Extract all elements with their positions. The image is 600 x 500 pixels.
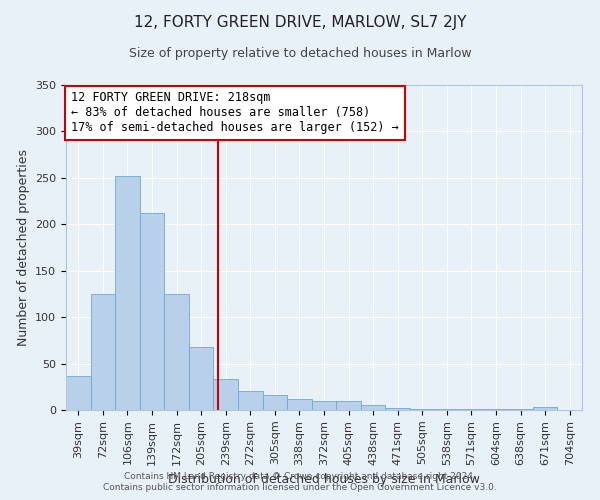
Bar bbox=[189, 347, 214, 410]
Bar bbox=[533, 407, 557, 410]
Bar bbox=[312, 400, 336, 410]
Bar bbox=[434, 409, 459, 410]
Bar bbox=[238, 392, 263, 410]
Bar bbox=[214, 380, 238, 410]
Bar bbox=[263, 395, 287, 410]
Text: Contains public sector information licensed under the Open Government Licence v3: Contains public sector information licen… bbox=[103, 484, 497, 492]
Bar bbox=[140, 213, 164, 410]
Bar bbox=[66, 376, 91, 410]
Bar bbox=[459, 409, 484, 410]
Text: Size of property relative to detached houses in Marlow: Size of property relative to detached ho… bbox=[128, 48, 472, 60]
X-axis label: Distribution of detached houses by size in Marlow: Distribution of detached houses by size … bbox=[168, 473, 480, 486]
Text: 12, FORTY GREEN DRIVE, MARLOW, SL7 2JY: 12, FORTY GREEN DRIVE, MARLOW, SL7 2JY bbox=[134, 15, 466, 30]
Y-axis label: Number of detached properties: Number of detached properties bbox=[17, 149, 29, 346]
Bar bbox=[484, 409, 508, 410]
Bar bbox=[410, 409, 434, 410]
Bar bbox=[361, 406, 385, 410]
Bar bbox=[115, 176, 140, 410]
Text: 12 FORTY GREEN DRIVE: 218sqm
← 83% of detached houses are smaller (758)
17% of s: 12 FORTY GREEN DRIVE: 218sqm ← 83% of de… bbox=[71, 92, 399, 134]
Bar bbox=[336, 400, 361, 410]
Bar bbox=[508, 409, 533, 410]
Text: Contains HM Land Registry data © Crown copyright and database right 2024.: Contains HM Land Registry data © Crown c… bbox=[124, 472, 476, 481]
Bar bbox=[91, 294, 115, 410]
Bar bbox=[385, 408, 410, 410]
Bar bbox=[287, 399, 312, 410]
Bar bbox=[164, 294, 189, 410]
